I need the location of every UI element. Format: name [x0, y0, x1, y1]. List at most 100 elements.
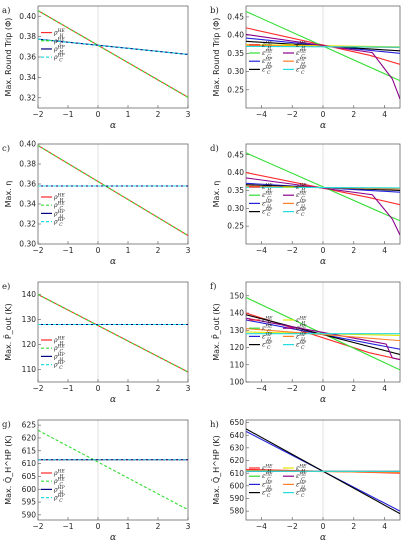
y-tick-label: 580 [230, 507, 245, 516]
x-axis-label: α [320, 121, 326, 131]
legend-label: ρHE C [53, 477, 65, 488]
y-tick-label: 0.30 [227, 204, 244, 213]
chart-panel-c: c) −2 −1 0 1 2 3 0.30 0.32 0.34 0.36 0.38 0.40 α Max. … [2, 140, 191, 267]
legend-label: εHP C [296, 488, 307, 499]
legend-label: ρHE C [53, 36, 65, 47]
x-tick-label: −2 [287, 246, 298, 255]
legend-label: ρHE H [53, 469, 65, 480]
legend-label: εHP H [262, 57, 273, 68]
y-tick-label: 610 [22, 459, 37, 468]
legend-label: εHP H [296, 332, 307, 343]
series-line-1 [38, 429, 188, 511]
legend-label: εHP C [262, 65, 273, 76]
x-tick-label: 2 [156, 110, 161, 119]
legend-label: εHE C [296, 49, 307, 60]
legend-label: ρHP C [53, 360, 65, 371]
legend-label: εHE C [296, 191, 307, 202]
x-tick-label: −2 [32, 384, 43, 393]
y-tick-label: 605 [22, 472, 37, 481]
plot-frame [37, 281, 189, 383]
legend-label: εHE C [296, 324, 307, 335]
x-tick-label: −4 [256, 110, 267, 119]
x-tick-label: −1 [62, 522, 73, 531]
x-tick-label: 4 [382, 384, 387, 393]
y-axis-label: Max. Q̄_H^HP (K) [3, 435, 13, 505]
x-axis-label: α [110, 121, 116, 131]
x-tick-label: −2 [287, 110, 298, 119]
x-tick-label: −2 [32, 110, 43, 119]
panel-label: d) [210, 143, 219, 154]
chart-panel-h: h) −4 −2 0 2 4 580 590 600 610 620 630 640 650 α Max. Q… [210, 418, 401, 543]
y-tick-label: 625 [22, 421, 37, 430]
y-tick-label: 150 [230, 291, 245, 300]
legend-label: ρHE H [53, 28, 65, 39]
y-tick-label: 0.30 [19, 240, 36, 249]
series-line-7 [246, 186, 400, 189]
y-tick-label: 615 [22, 446, 37, 455]
y-tick-label: 130 [22, 315, 37, 324]
chart-panel-g: g) −2 −1 0 1 2 3 590 595 600 605 610 615 620 625 α Max. … [2, 419, 191, 543]
series-line-1 [38, 294, 188, 373]
legend-label: εHE C [262, 191, 273, 202]
x-tick-label: 2 [351, 246, 356, 255]
y-tick-label: 110 [22, 365, 37, 374]
legend-label: εHP C [262, 488, 273, 499]
x-tick-label: −1 [62, 246, 73, 255]
legend-label: εHE C [262, 49, 273, 60]
panel-label: a) [2, 5, 10, 16]
y-tick-label: 0.40 [19, 12, 36, 21]
y-tick-label: 0.38 [19, 32, 36, 41]
x-axis-label: α [320, 533, 326, 543]
legend-label: ρHP H [53, 352, 65, 363]
x-tick-label: 1 [126, 110, 131, 119]
panel-label: b) [210, 5, 219, 16]
legend-label: εHP H [262, 199, 273, 210]
y-tick-label: 0.25 [227, 222, 244, 231]
y-tick-label: 0.30 [227, 67, 244, 76]
x-tick-label: 4 [382, 110, 387, 119]
legend-label: ρHP H [53, 44, 65, 55]
legend-label: εHE C [262, 472, 273, 483]
y-tick-label: 620 [22, 434, 37, 443]
legend-label: εHE H [296, 183, 307, 194]
series-line-3 [38, 38, 188, 55]
x-axis-label: α [110, 257, 116, 267]
legend-label: εHE H [262, 316, 273, 327]
y-axis-label: Max. P̄_out (K) [211, 303, 221, 361]
x-tick-label: 2 [351, 110, 356, 119]
y-tick-label: 0.35 [227, 186, 244, 195]
y-tick-label: 590 [230, 494, 245, 503]
x-tick-label: 2 [351, 384, 356, 393]
y-tick-label: 100 [230, 378, 245, 387]
series-line-6 [246, 328, 400, 342]
legend-label: εHE H [296, 316, 307, 327]
x-axis-label: α [320, 257, 326, 267]
legend-label: ρHP C [53, 53, 65, 64]
series-line-1 [38, 10, 188, 98]
series-line-1 [38, 145, 188, 236]
y-tick-label: 590 [22, 510, 37, 519]
y-tick-label: 0.32 [19, 220, 36, 229]
x-tick-label: −4 [256, 522, 267, 531]
legend-label: εHP H [296, 57, 307, 68]
y-tick-label: 0.34 [19, 73, 36, 82]
y-tick-label: 640 [230, 431, 245, 440]
series-line-1 [246, 152, 400, 222]
y-axis-label: Max. Q̄_H^HP (K) [211, 435, 221, 505]
y-tick-label: 630 [230, 443, 245, 452]
chart-panel-f: f) −4 −2 0 2 4 100 110 120 130 140 150 α Max. P̄_out … [210, 281, 401, 405]
legend-label: εHE H [296, 40, 307, 51]
x-tick-label: 3 [186, 384, 191, 393]
legend-label: εHP C [262, 207, 273, 218]
legend-label: εHP H [262, 332, 273, 343]
legend-label: ρHP C [53, 493, 65, 504]
y-axis-label: Max. Round Trip (Φ) [212, 18, 221, 97]
chart-panel-a: a) −2 −1 0 1 2 3 0.32 0.34 0.36 0.38 0.40 α Max. Roun… [2, 5, 191, 131]
y-axis-label: Max. η [4, 181, 13, 208]
legend-label: ρHP H [53, 485, 65, 496]
